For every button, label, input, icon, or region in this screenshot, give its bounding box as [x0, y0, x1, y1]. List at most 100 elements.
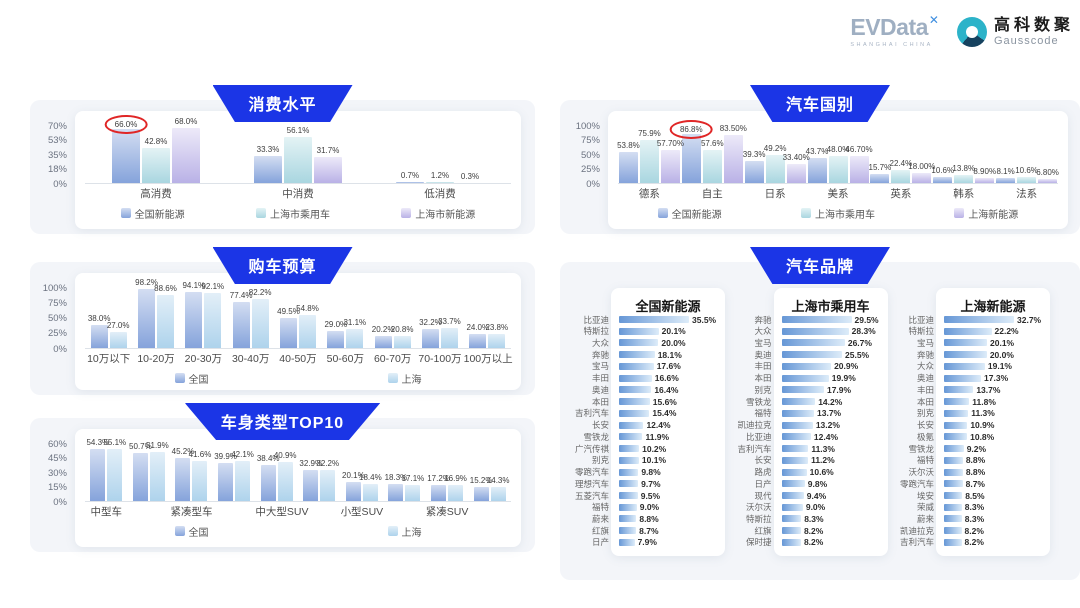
bar-column: 68.0%: [172, 117, 200, 183]
bar-column: 57.70%: [657, 126, 684, 183]
plot-area: 60% 45% 30% 15% 0% 54.3% 55.1% 50.7% 51.9% 45.2% 4…: [48, 438, 511, 506]
category-label: 10万以下: [87, 353, 131, 365]
legend-item[interactable]: 上海: [387, 524, 422, 539]
y-axis-tick: 0%: [53, 496, 67, 508]
brand-bar: [781, 386, 824, 394]
legend-item[interactable]: 全国新能源: [657, 206, 722, 221]
brand-row: 丰田 20.9%: [728, 361, 884, 372]
bar: [362, 483, 378, 501]
legend-item[interactable]: 全国新能源: [120, 206, 185, 221]
brand-value: 11.8%: [972, 396, 996, 407]
bar-column: 38.0%: [88, 288, 111, 348]
brand-bar: [944, 480, 963, 488]
category-label: 小型SUV: [340, 506, 384, 518]
bar-column: 31.1%: [343, 288, 366, 348]
bar-value-label: 53.8%: [617, 141, 640, 151]
brand-label: 吉利汽车: [574, 408, 609, 419]
brand-label: 奔驰: [591, 349, 609, 360]
legend-swatch: [120, 208, 131, 219]
bar-column: 31.7%: [314, 126, 342, 183]
brand-row: 日产 9.8%: [728, 478, 884, 489]
bar: [90, 449, 106, 501]
bar-value-label: 6.80%: [1036, 168, 1059, 178]
brand-value: 13.7%: [976, 384, 1001, 395]
legend-label: 上海新能源: [968, 209, 1019, 221]
bar-column: 23.8%: [485, 288, 508, 348]
category-label: 韩系: [953, 188, 975, 200]
brand-value: 8.3%: [964, 502, 985, 513]
brand-row: 蔚来 8.3%: [890, 513, 1046, 524]
budget-card: 购车预算 100% 75% 50% 25% 0% 38.0% 27.0% 98.2% 88.6%…: [30, 247, 535, 395]
bar: [137, 289, 155, 348]
brand-bar: [944, 492, 963, 500]
y-axis-tick: 0%: [586, 178, 600, 190]
brand-value: 25.5%: [845, 349, 870, 360]
bar-value-label: 20.8%: [390, 324, 414, 334]
brand-value: 9.7%: [641, 478, 661, 489]
bar-column: 14.3%: [487, 444, 509, 501]
bar-group: 32.9% 32.2%: [298, 444, 341, 501]
brand-value: 8.3%: [964, 513, 985, 524]
brand-row: 蔚来 8.8%: [565, 513, 721, 524]
category-label: 日系: [764, 188, 786, 200]
legend-item[interactable]: 上海市乘用车: [800, 206, 875, 221]
chart-title: 购车预算: [248, 259, 317, 276]
brand-value: 8.8%: [965, 467, 986, 478]
bar-value-label: 94.1%: [182, 280, 206, 290]
brand-row: 长安 10.9%: [890, 420, 1046, 431]
bar-value-label: 88.6%: [154, 283, 177, 293]
bar-groups: 53.8% 75.9% 57.70% 86.8% 57.6% 83.50% 39.3% 49.…: [617, 119, 1059, 184]
brand-label: 长安: [591, 420, 609, 431]
bar-column: 20.1%: [342, 444, 365, 501]
bar-group: 50.7% 51.9%: [128, 441, 171, 501]
brand-value: 20.1%: [990, 337, 1015, 348]
bar-value-label: 32.2%: [316, 459, 340, 469]
brand-label: 荣威: [916, 502, 934, 513]
brand-row: 雪铁龙 11.9%: [565, 431, 721, 442]
bar: [828, 155, 848, 183]
brand-value: 8.2%: [803, 537, 824, 548]
legend-item[interactable]: 上海市乘用车: [255, 206, 330, 221]
bar: [345, 481, 361, 501]
legend-item[interactable]: 全国: [174, 524, 209, 539]
legend-item[interactable]: 上海: [387, 371, 422, 386]
chart-title: 消费水平: [248, 97, 317, 114]
y-axis-tick: 18%: [47, 163, 67, 175]
category-label: [383, 506, 426, 519]
legend-item[interactable]: 上海新能源: [954, 206, 1018, 221]
bar-group: 38.4% 40.9%: [255, 444, 298, 501]
bar-column: 49.5%: [277, 288, 300, 348]
brand-value: 8.2%: [964, 537, 984, 548]
brand-label: 日产: [754, 478, 772, 489]
brand-value: 20.9%: [834, 361, 859, 372]
bar-value-label: 17.2%: [427, 473, 450, 483]
category-label: 60-70万: [373, 353, 412, 365]
bar-value-label: 22.4%: [889, 159, 913, 169]
brand-row: 吉利汽车 11.3%: [728, 443, 884, 454]
y-axis-tick: 100%: [575, 120, 600, 132]
bar: [996, 178, 1016, 183]
y-axis-tick: 0%: [53, 178, 67, 190]
bar-group: 49.5% 54.8%: [274, 288, 321, 348]
legend-item[interactable]: 全国: [174, 371, 209, 386]
bar: [618, 152, 638, 183]
bar: [374, 335, 392, 348]
bar: [90, 325, 108, 348]
bar-column: 27.0%: [107, 288, 130, 348]
brand-label: 蔚来: [916, 513, 934, 524]
budget-plot-panel: 100% 75% 50% 25% 0% 38.0% 27.0% 98.2% 88.6% 94.1%…: [43, 273, 521, 390]
brand-list: 比亚迪 35.5% 特斯拉 20.1% 大众 20.0% 奔驰 18.1% 宝马 17.6% 丰田 1…: [565, 314, 721, 548]
category-axis: 中型车 紧凑型车 中大型SUV 小型SUV 紧凑SUV: [85, 506, 511, 519]
brands-card: 汽车品牌 全国新能源 比亚迪 35.5% 特斯拉 20.1% 大众 20.0% 奔驰 18.1…: [560, 247, 1080, 580]
bar-value-label: 17.1%: [401, 473, 425, 483]
brand-value: 35.5%: [692, 314, 717, 325]
bar-value-label: 38.4%: [256, 453, 280, 463]
brand-label: 埃安: [916, 490, 934, 501]
bar: [1038, 179, 1058, 183]
bar: [156, 294, 174, 348]
bar-column: 86.8%: [669, 119, 713, 183]
legend-item[interactable]: 上海市新能源: [401, 206, 475, 221]
brand-label: 保时捷: [745, 537, 772, 548]
legend-label: 上海: [401, 374, 422, 386]
bar-value-label: 39.9%: [214, 452, 237, 462]
